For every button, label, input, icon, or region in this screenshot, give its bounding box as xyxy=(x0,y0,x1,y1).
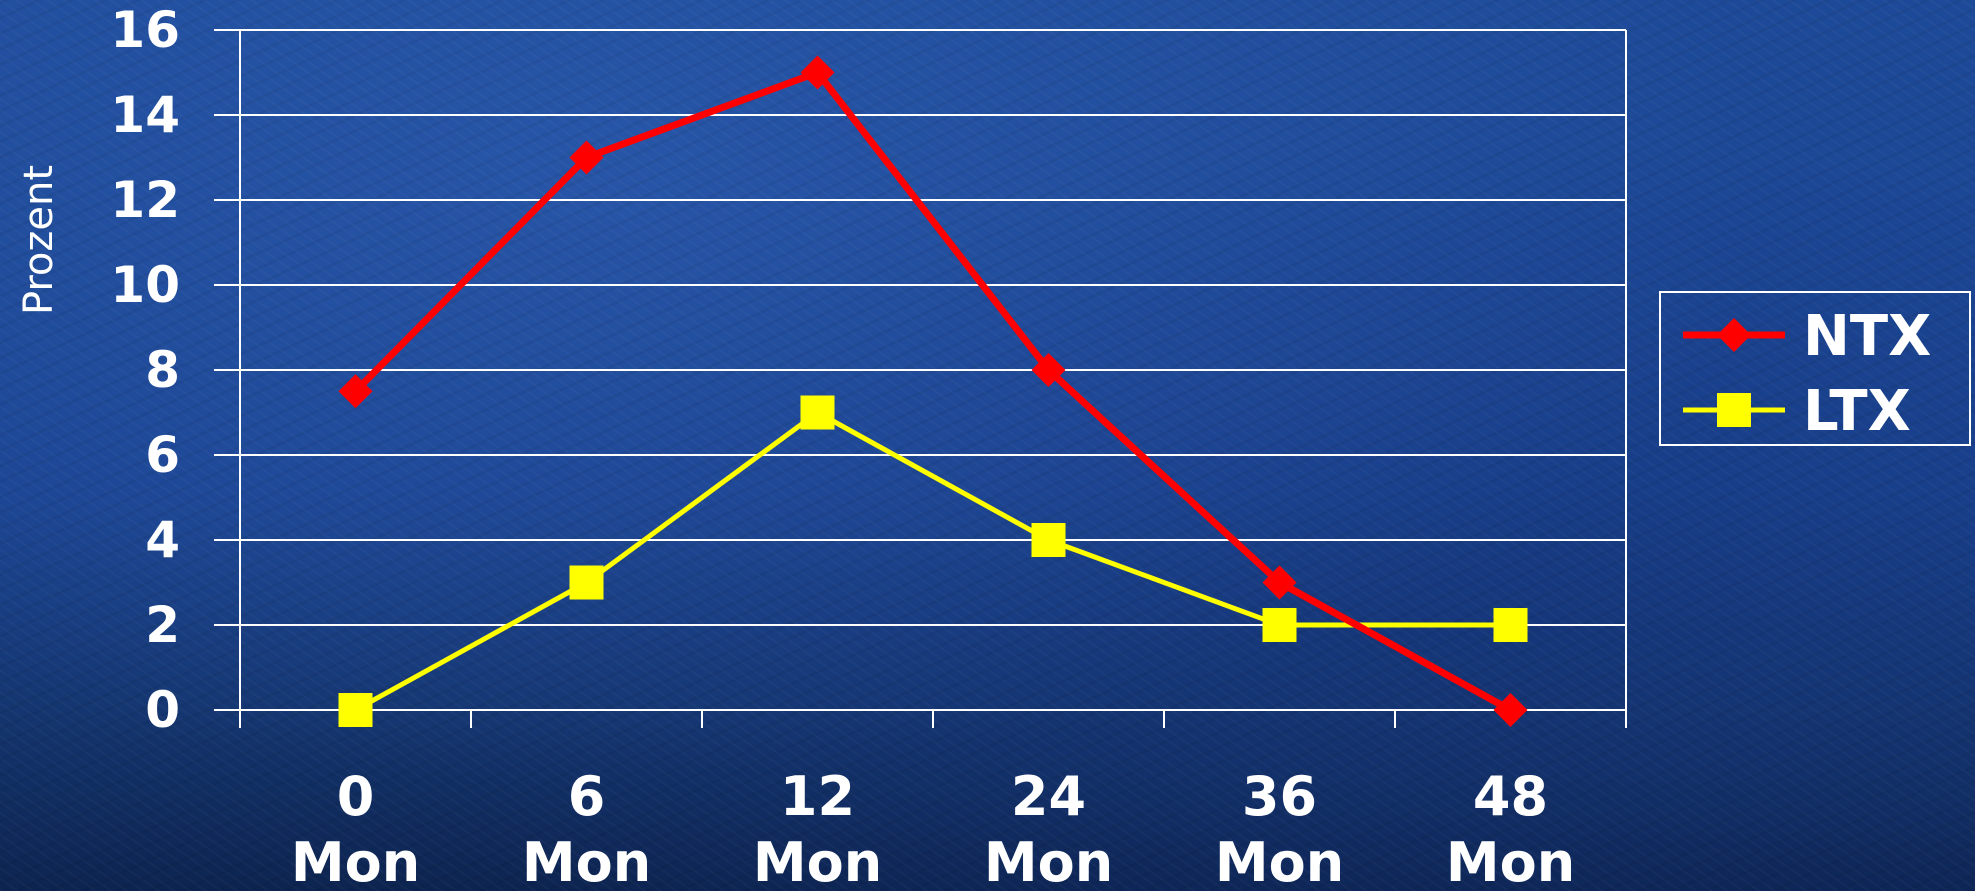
x-tick-label-2: 12 Mon xyxy=(753,765,882,891)
data-point-ntx-2 xyxy=(800,55,835,90)
series-line-ntx xyxy=(353,69,1513,714)
x-tick-label-5-line-1: Mon xyxy=(1446,831,1575,891)
x-tick-label-4-line-1: Mon xyxy=(1215,831,1344,891)
legend-box xyxy=(1659,291,1971,446)
legend-label-ntx: NTX xyxy=(1803,304,1931,369)
y-tick-label-2: 2 xyxy=(145,596,180,654)
data-point-ltx-0 xyxy=(338,693,373,727)
data-point-ntx-1 xyxy=(569,140,604,175)
y-tick-labels: 0 2 4 6 8 10 12 14 16 xyxy=(110,1,180,739)
y-tick-label-10: 10 xyxy=(110,256,180,314)
y-tick-label-14: 14 xyxy=(110,86,180,144)
legend: NTX LTX xyxy=(1659,291,1971,446)
x-tick-label-5-line-0: 48 xyxy=(1473,765,1548,828)
x-tick-label-1-line-0: 6 xyxy=(568,765,606,828)
legend-marker-ltx xyxy=(1717,393,1751,427)
x-tick-label-3-line-0: 24 xyxy=(1011,765,1086,828)
series-line-ltx xyxy=(354,410,1511,713)
x-tick-label-0-line-0: 0 xyxy=(337,765,375,828)
y-tick-label-0: 0 xyxy=(145,681,180,739)
y-tick-label-4: 4 xyxy=(145,511,180,569)
y-tick-label-12: 12 xyxy=(110,171,180,229)
x-tick-label-4: 36 Mon xyxy=(1215,765,1344,891)
x-tick-label-1: 6 Mon xyxy=(522,765,651,891)
x-tick-label-2-line-0: 12 xyxy=(780,765,855,828)
data-point-ltx-5 xyxy=(1493,608,1528,642)
x-tick-label-4-line-0: 36 xyxy=(1242,765,1317,828)
legend-label-ltx: LTX xyxy=(1803,379,1911,444)
x-tick-label-0: 0 Mon xyxy=(291,765,420,891)
legend-marker-ntx xyxy=(1717,318,1751,352)
gridlines xyxy=(240,29,1626,711)
data-point-ltx-3 xyxy=(1031,523,1066,557)
x-tick-label-1-line-1: Mon xyxy=(522,831,651,891)
y-tick-label-16: 16 xyxy=(110,1,180,59)
x-tick-label-5: 48 Mon xyxy=(1446,765,1575,891)
x-tick-label-2-line-1: Mon xyxy=(753,831,882,891)
data-point-ntx-3 xyxy=(1031,353,1066,387)
y-tick-label-8: 8 xyxy=(145,341,180,399)
y-axis-title: Prozent xyxy=(16,165,62,315)
x-tick-label-3-line-1: Mon xyxy=(984,831,1113,891)
data-point-ntx-0 xyxy=(338,374,373,409)
data-point-ltx-1 xyxy=(569,565,604,600)
data-point-ltx-4 xyxy=(1262,608,1297,642)
axes xyxy=(214,29,1627,728)
x-tick-label-0-line-1: Mon xyxy=(291,831,420,891)
data-point-ntx-4 xyxy=(1262,565,1297,600)
y-tick-label-6: 6 xyxy=(145,426,180,484)
data-point-ntx-5 xyxy=(1493,693,1528,727)
data-point-ltx-2 xyxy=(800,395,835,430)
series-layer xyxy=(338,55,1528,727)
x-tick-label-3: 24 Mon xyxy=(984,765,1113,891)
